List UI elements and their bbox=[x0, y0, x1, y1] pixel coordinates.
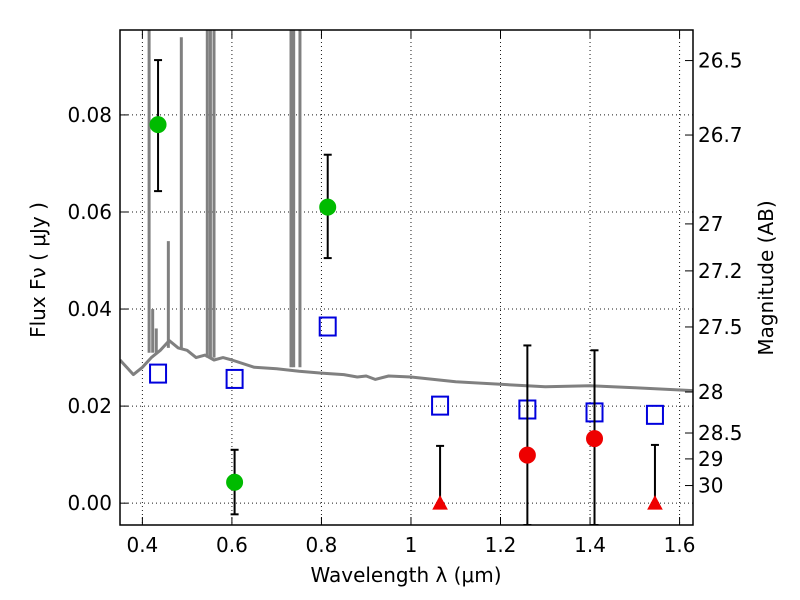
x-tick-label: 1 bbox=[405, 533, 418, 557]
green-detection-point bbox=[226, 473, 244, 491]
model-photometry-box bbox=[225, 368, 244, 389]
y-tick-label: 0.02 bbox=[67, 394, 112, 418]
x-tick-label: 1.4 bbox=[574, 533, 606, 557]
x-tick-label: 1.2 bbox=[485, 533, 517, 557]
mag-tick-label: 30 bbox=[698, 474, 723, 498]
model-photometry-box bbox=[645, 404, 664, 425]
x-tick-label: 0.4 bbox=[126, 533, 158, 557]
mag-tick-label: 27.5 bbox=[698, 315, 743, 339]
plot-frame bbox=[119, 29, 694, 526]
mag-tick-label: 26.7 bbox=[698, 123, 743, 147]
plot-area bbox=[120, 30, 693, 525]
x-tick-label: 0.8 bbox=[306, 533, 338, 557]
y-axis-title: Flux Fν ( μJy ) bbox=[26, 202, 50, 338]
green-detection-point bbox=[149, 116, 167, 134]
model-photometry-box bbox=[431, 395, 450, 416]
x-tick-label: 0.6 bbox=[216, 533, 248, 557]
green-detection-point bbox=[319, 198, 337, 216]
mag-tick-label: 28 bbox=[698, 380, 723, 404]
mag-tick-label: 28.5 bbox=[698, 421, 743, 445]
x-tick-label: 1.6 bbox=[664, 533, 696, 557]
y-tick-label: 0.00 bbox=[67, 491, 112, 515]
x-axis-title: Wavelength λ (μm) bbox=[310, 563, 501, 587]
y-tick-label: 0.04 bbox=[67, 297, 112, 321]
y-tick-label: 0.06 bbox=[67, 200, 112, 224]
mag-tick-label: 26.5 bbox=[698, 49, 743, 73]
model-photometry-box bbox=[149, 363, 168, 384]
red-upper-limit-triangle bbox=[647, 495, 663, 510]
red-detection-point bbox=[586, 430, 604, 448]
mag-tick-label: 29 bbox=[698, 447, 723, 471]
model-photometry-box bbox=[318, 316, 337, 337]
red-detection-point bbox=[518, 446, 536, 464]
mag-tick-label: 27 bbox=[698, 212, 723, 236]
axes: 0.4 0.6 0.8 1 1.2 1.4 1.6 0.00 0.02 0.04 0.06 0.08 2… bbox=[67, 30, 743, 557]
y-tick-label: 0.08 bbox=[67, 103, 112, 127]
right-axis-title: Magnitude (AB) bbox=[754, 200, 778, 355]
red-upper-limit-triangle bbox=[432, 495, 448, 510]
mag-tick-label: 27.2 bbox=[698, 259, 743, 283]
